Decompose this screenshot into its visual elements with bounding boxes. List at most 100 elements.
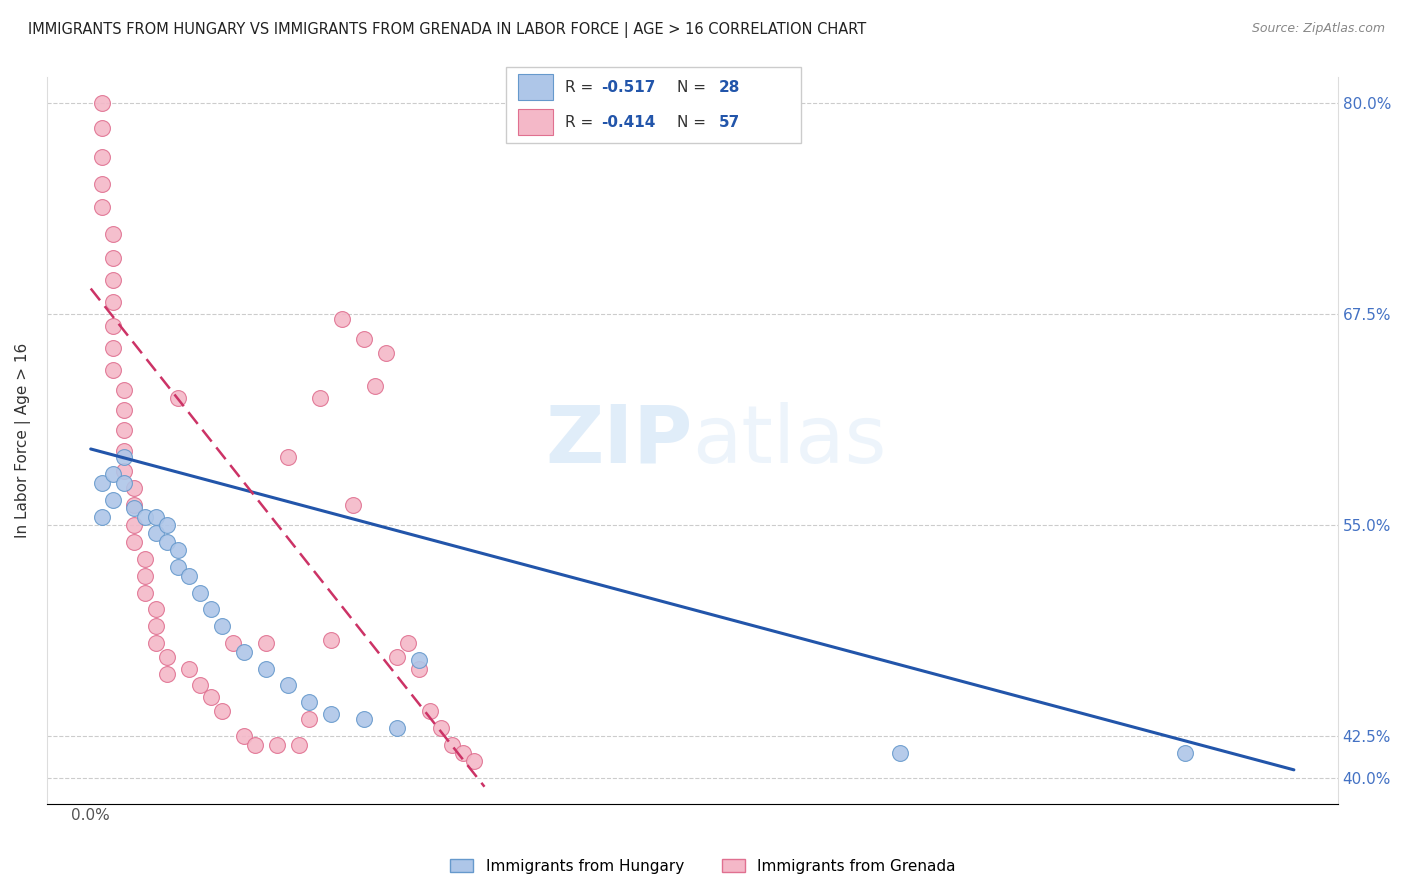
Point: [156, 518, 179, 533]
Point: [124, 534, 146, 549]
Point: [101, 295, 124, 310]
Point: [396, 636, 419, 650]
Point: [266, 738, 288, 752]
Point: [277, 678, 299, 692]
Point: [353, 712, 375, 726]
Point: [211, 619, 233, 633]
Text: -0.517: -0.517: [600, 80, 655, 95]
Point: [101, 362, 124, 376]
Point: [90, 201, 112, 215]
Point: [188, 678, 211, 692]
Point: [145, 526, 167, 541]
Point: [124, 481, 146, 495]
Point: [309, 392, 332, 406]
Point: [90, 121, 112, 136]
Point: [167, 560, 190, 574]
Point: [330, 312, 353, 326]
Point: [156, 534, 179, 549]
Point: [112, 450, 135, 465]
FancyBboxPatch shape: [517, 110, 554, 136]
Point: [408, 661, 430, 675]
FancyBboxPatch shape: [517, 75, 554, 100]
Point: [124, 501, 146, 516]
Text: atlas: atlas: [692, 401, 887, 480]
Point: [101, 492, 124, 507]
Point: [90, 95, 112, 110]
Point: [167, 392, 190, 406]
Point: [254, 636, 277, 650]
Point: [440, 738, 463, 752]
Point: [145, 602, 167, 616]
Text: ZIP: ZIP: [546, 401, 692, 480]
Point: [179, 568, 201, 582]
Point: [342, 498, 364, 512]
Point: [353, 332, 375, 346]
Point: [321, 632, 343, 647]
Point: [254, 661, 277, 675]
Point: [321, 707, 343, 722]
Text: Source: ZipAtlas.com: Source: ZipAtlas.com: [1251, 22, 1385, 36]
Text: -0.414: -0.414: [600, 115, 655, 129]
Point: [222, 636, 245, 650]
Y-axis label: In Labor Force | Age > 16: In Labor Force | Age > 16: [15, 343, 31, 538]
Point: [112, 443, 135, 458]
Point: [101, 318, 124, 333]
Point: [1173, 746, 1195, 760]
Legend: Immigrants from Hungary, Immigrants from Grenada: Immigrants from Hungary, Immigrants from…: [444, 853, 962, 880]
Text: 57: 57: [718, 115, 740, 129]
Text: 28: 28: [718, 80, 740, 95]
Point: [134, 585, 156, 599]
Point: [419, 704, 441, 718]
Point: [145, 619, 167, 633]
Point: [200, 690, 222, 705]
Point: [90, 150, 112, 164]
Text: IMMIGRANTS FROM HUNGARY VS IMMIGRANTS FROM GRENADA IN LABOR FORCE | AGE > 16 COR: IMMIGRANTS FROM HUNGARY VS IMMIGRANTS FR…: [28, 22, 866, 38]
Point: [90, 177, 112, 191]
Point: [211, 704, 233, 718]
Text: R =: R =: [565, 80, 599, 95]
Point: [451, 746, 474, 760]
Point: [298, 695, 321, 709]
Point: [124, 518, 146, 533]
Point: [385, 721, 408, 735]
Point: [145, 509, 167, 524]
Point: [101, 251, 124, 265]
Point: [90, 475, 112, 490]
Point: [364, 379, 387, 393]
Point: [375, 345, 398, 359]
Text: N =: N =: [678, 115, 711, 129]
Point: [112, 464, 135, 478]
Point: [134, 551, 156, 566]
Point: [134, 509, 156, 524]
Point: [156, 649, 179, 664]
Point: [179, 661, 201, 675]
Point: [156, 666, 179, 681]
Point: [112, 403, 135, 417]
Point: [429, 721, 451, 735]
Point: [243, 738, 266, 752]
Point: [112, 475, 135, 490]
Point: [298, 712, 321, 726]
Point: [232, 729, 254, 743]
Point: [889, 746, 911, 760]
Point: [200, 602, 222, 616]
Point: [90, 509, 112, 524]
Point: [145, 636, 167, 650]
Point: [188, 585, 211, 599]
Point: [101, 273, 124, 287]
Point: [463, 755, 485, 769]
Point: [232, 645, 254, 659]
Point: [101, 227, 124, 242]
Point: [287, 738, 309, 752]
Point: [124, 498, 146, 512]
Point: [385, 649, 408, 664]
Point: [101, 341, 124, 355]
Text: N =: N =: [678, 80, 711, 95]
Point: [101, 467, 124, 482]
Point: [408, 653, 430, 667]
FancyBboxPatch shape: [506, 67, 801, 143]
Point: [112, 383, 135, 397]
Point: [277, 450, 299, 465]
Point: [167, 543, 190, 558]
Point: [134, 568, 156, 582]
